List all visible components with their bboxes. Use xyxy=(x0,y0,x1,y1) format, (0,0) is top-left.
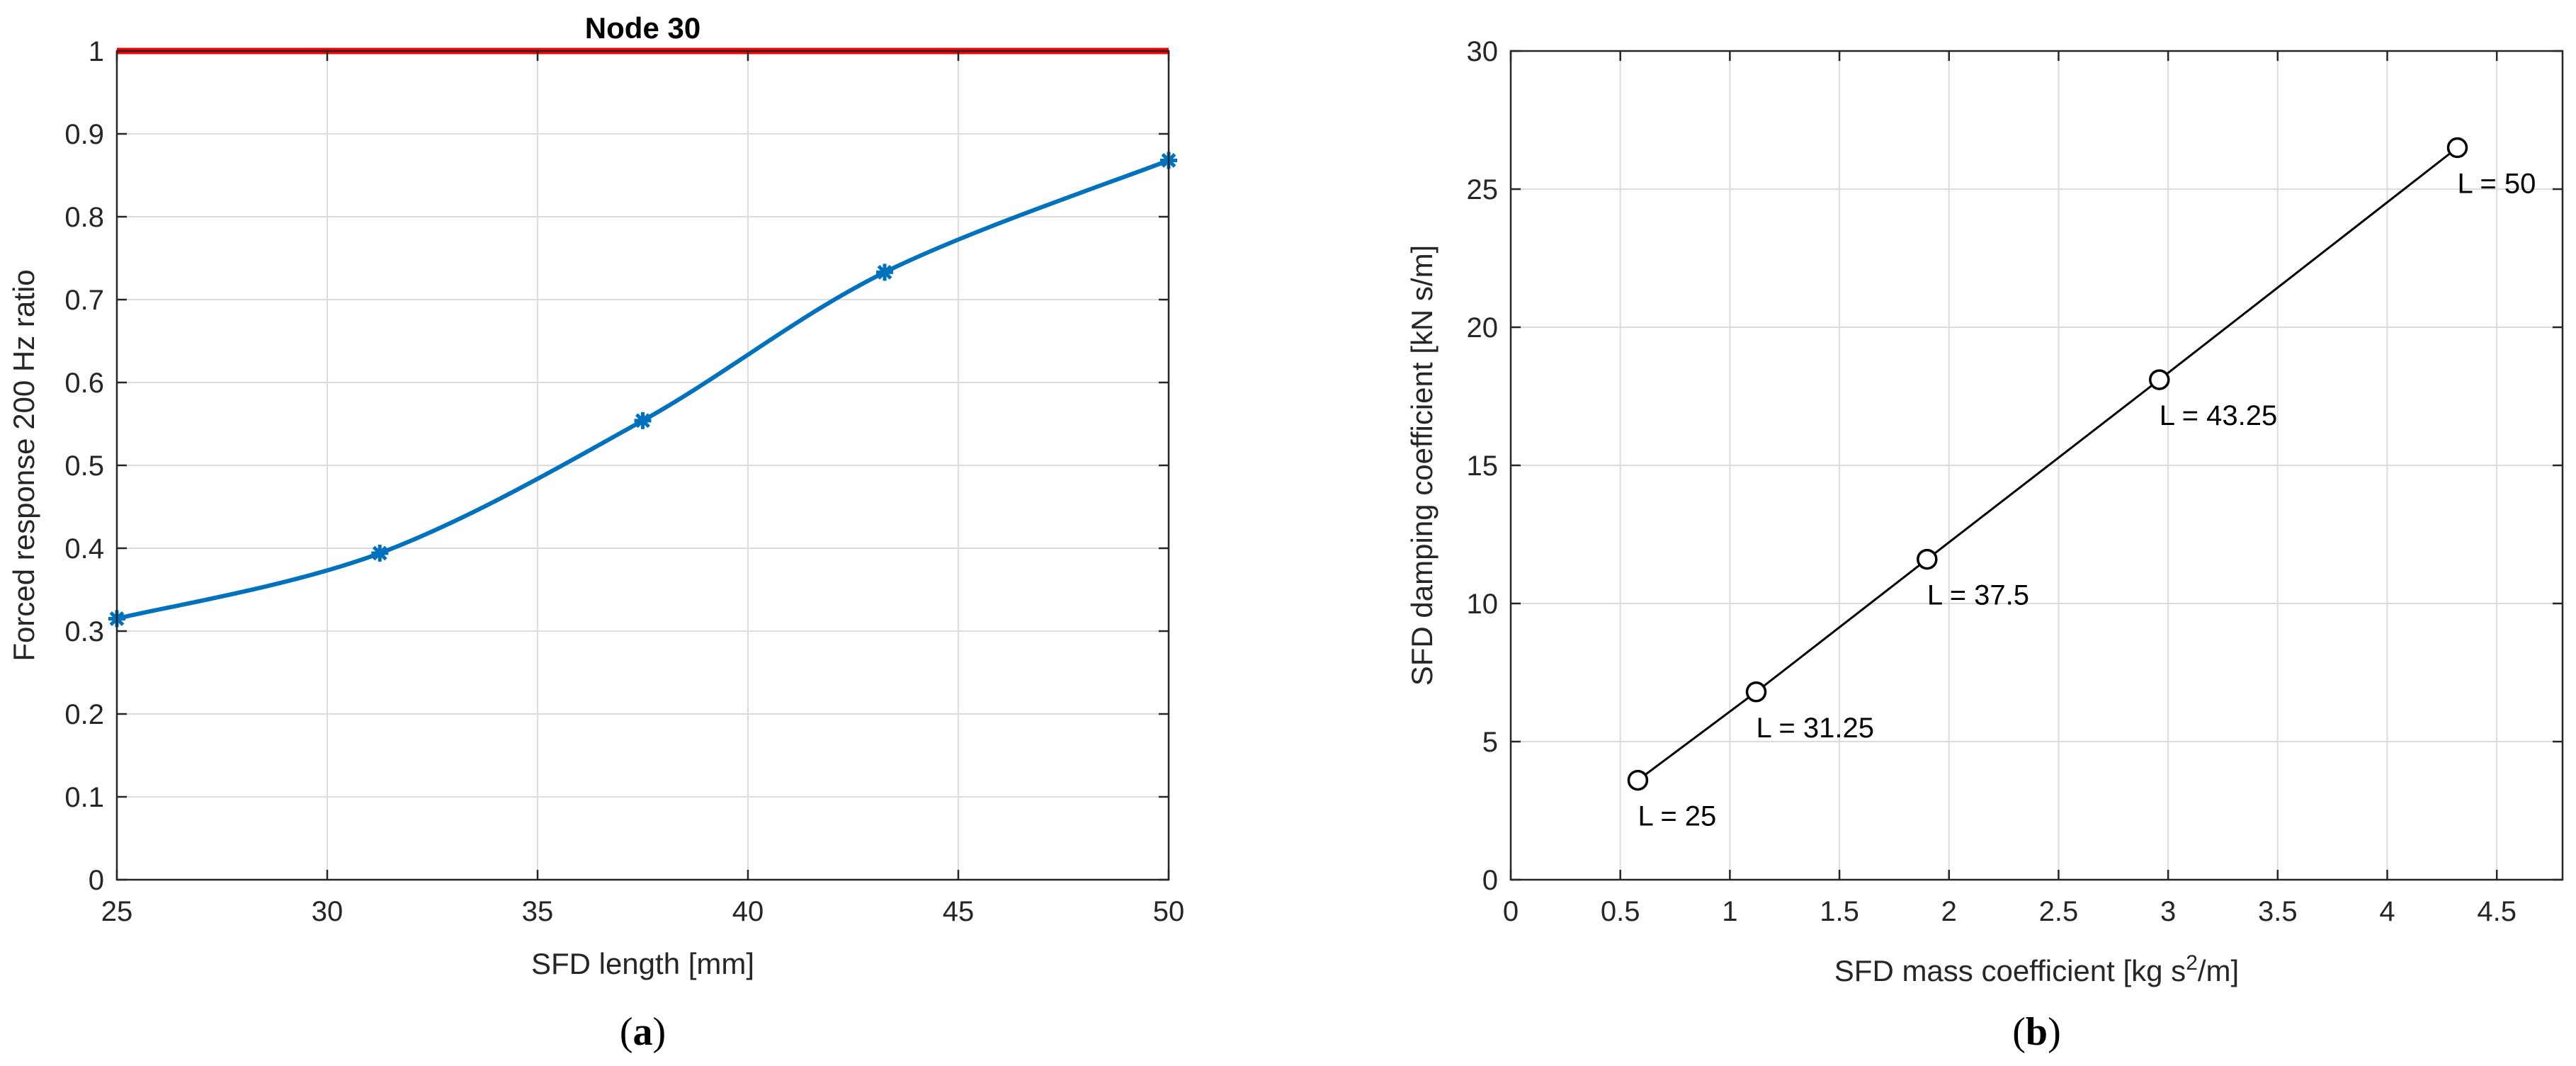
chart-a-y-tick-label-5: 0.5 xyxy=(64,450,104,482)
chart-a-y-tick-label-7: 0.7 xyxy=(64,285,104,316)
chart-a-x-tick-label-0: 25 xyxy=(101,896,133,927)
chart-b-point-label-2: L = 37.5 xyxy=(1927,580,2029,611)
chart-b-point-label-0: L = 25 xyxy=(1638,801,1716,832)
chart-b-x-tick-label-2: 1 xyxy=(1722,896,1737,927)
chart-a-series-0-point-3 xyxy=(876,263,894,281)
chart-b-series-0-point-0 xyxy=(1627,769,1649,791)
chart-b-x-tick-label-6: 3 xyxy=(2160,896,2176,927)
chart-a-y-tick-label-10: 1 xyxy=(89,36,104,67)
chart-a-y-axis-label: Forced response 200 Hz ratio xyxy=(7,269,40,661)
chart-b-y-tick-label-1: 5 xyxy=(1482,727,1498,758)
chart-b-caption-letter: b xyxy=(2026,1010,2048,1054)
chart-b-y-tick-label-3: 15 xyxy=(1467,450,1499,482)
chart-a-ticks: 25 30 35 40 45 50 0 0.1 0.2 0.3 0.4 0.5 0.6 0.7 0.8 0.9… xyxy=(64,36,1184,927)
chart-a-caption-letter: a xyxy=(633,1010,653,1054)
chart-b-caption-open: ( xyxy=(2012,1010,2026,1054)
chart-b-point-label-3: L = 43.25 xyxy=(2160,400,2277,431)
chart-a-x-tick-label-2: 35 xyxy=(522,896,554,927)
chart-a-y-tick-label-2: 0.2 xyxy=(64,699,104,730)
chart-a-y-tick-label-9: 0.9 xyxy=(64,119,104,150)
chart-b-series-group: L = 25 L = 31.25 L = 37.5 L = 43.25 L = 50 xyxy=(1627,137,2536,832)
chart-b-y-tick-label-4: 20 xyxy=(1467,312,1499,344)
chart-a-x-tick-label-5: 50 xyxy=(1153,896,1185,927)
chart-b-x-tick-label-3: 1.5 xyxy=(1820,896,1859,927)
chart-b-series-0-point-1 xyxy=(1745,681,1767,703)
chart-b-x-tick-label-0: 0 xyxy=(1503,896,1519,927)
chart-b-x-tick-label-5: 2.5 xyxy=(2039,896,2079,927)
chart-a-y-tick-label-4: 0.4 xyxy=(64,533,104,565)
chart-a-series-0-line xyxy=(116,158,1170,621)
chart-b-x-tick-label-1: 0.5 xyxy=(1601,896,1640,927)
chart-a-y-tick-label-1: 0.1 xyxy=(64,782,104,813)
chart-b-caption: (b) xyxy=(2012,1010,2060,1054)
chart-b-point-label-1: L = 31.25 xyxy=(1757,713,1874,744)
chart-a-caption: (a) xyxy=(620,1010,666,1054)
chart-a-x-tick-label-3: 40 xyxy=(732,896,764,927)
chart-a-series-0-point-2 xyxy=(634,412,652,429)
chart-a-series-group xyxy=(108,152,1177,628)
chart-a-title: Node 30 xyxy=(585,11,700,45)
chart-b-x-tick-label-4: 2 xyxy=(1941,896,1957,927)
chart-a-series-0-point-1 xyxy=(371,545,389,562)
chart-b-y-tick-label-2: 10 xyxy=(1467,589,1499,620)
chart-a-caption-open: ( xyxy=(620,1010,633,1054)
chart-a-y-tick-label-3: 0.3 xyxy=(64,616,104,647)
chart-b-x-tick-label-8: 4 xyxy=(2379,896,2395,927)
chart-a-y-tick-label-6: 0.6 xyxy=(64,368,104,399)
chart-a-y-tick-label-0: 0 xyxy=(89,865,104,896)
chart-b-x-tick-label-9: 4.5 xyxy=(2477,896,2517,927)
chart-b-y-tick-label-5: 25 xyxy=(1467,174,1499,205)
chart-b-series-0-point-3 xyxy=(2149,369,2170,390)
chart-b-point-label-4: L = 50 xyxy=(2458,169,2536,200)
chart-a-caption-close: ) xyxy=(653,1010,666,1054)
chart-b-x-axis-label: SFD mass coefficient [kg s2/m] xyxy=(1834,951,2239,987)
chart-b-y-axis-label: SFD damping coefficient [kN s/m] xyxy=(1405,245,1439,686)
chart-b-ticks: 0 0.5 1 1.5 2 2.5 3 3.5 4 4.5 0 5 10 15 20 25 30 xyxy=(1467,36,2563,927)
chart-b-y-tick-label-6: 30 xyxy=(1467,36,1499,67)
chart-b-x-axis-label-post: /m] xyxy=(2198,954,2239,987)
chart-b-grid xyxy=(1510,50,2563,880)
chart-b-x-axis-label-sup: 2 xyxy=(2186,951,2198,975)
chart-b-x-axis-label-pre: SFD mass coefficient [kg s xyxy=(1834,954,2186,987)
chart-a-x-axis-label: SFD length [mm] xyxy=(531,947,754,980)
chart-a-y-tick-label-8: 0.8 xyxy=(64,202,104,233)
chart-a-grid xyxy=(116,50,1169,880)
chart-a-x-tick-label-4: 45 xyxy=(943,896,975,927)
chart-b-caption-close: ) xyxy=(2048,1010,2061,1054)
chart-b-series-0-point-2 xyxy=(1917,548,1938,570)
chart-b-y-tick-label-0: 0 xyxy=(1482,865,1498,896)
chart-a: 25 30 35 40 45 50 0 0.1 0.2 0.3 0.4 0.5 0.6 0.7 0.8 0.9… xyxy=(7,11,1184,1054)
chart-b-x-tick-label-7: 3.5 xyxy=(2258,896,2298,927)
chart-b-series-0-point-4 xyxy=(2446,137,2468,159)
chart-b: L = 25 L = 31.25 L = 37.5 L = 43.25 L = 50 0… xyxy=(1405,36,2564,1054)
chart-a-x-tick-label-1: 30 xyxy=(312,896,344,927)
